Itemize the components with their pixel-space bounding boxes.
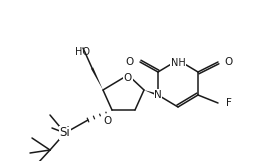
Text: HO: HO xyxy=(75,47,89,57)
Text: O: O xyxy=(104,116,112,126)
Text: O: O xyxy=(124,73,132,83)
Text: NH: NH xyxy=(171,58,185,68)
Text: N: N xyxy=(154,90,162,100)
Text: O: O xyxy=(224,57,232,67)
Text: Si: Si xyxy=(60,127,70,139)
Text: F: F xyxy=(226,98,232,108)
Text: O: O xyxy=(126,57,134,67)
Polygon shape xyxy=(144,90,158,96)
Polygon shape xyxy=(91,67,103,90)
